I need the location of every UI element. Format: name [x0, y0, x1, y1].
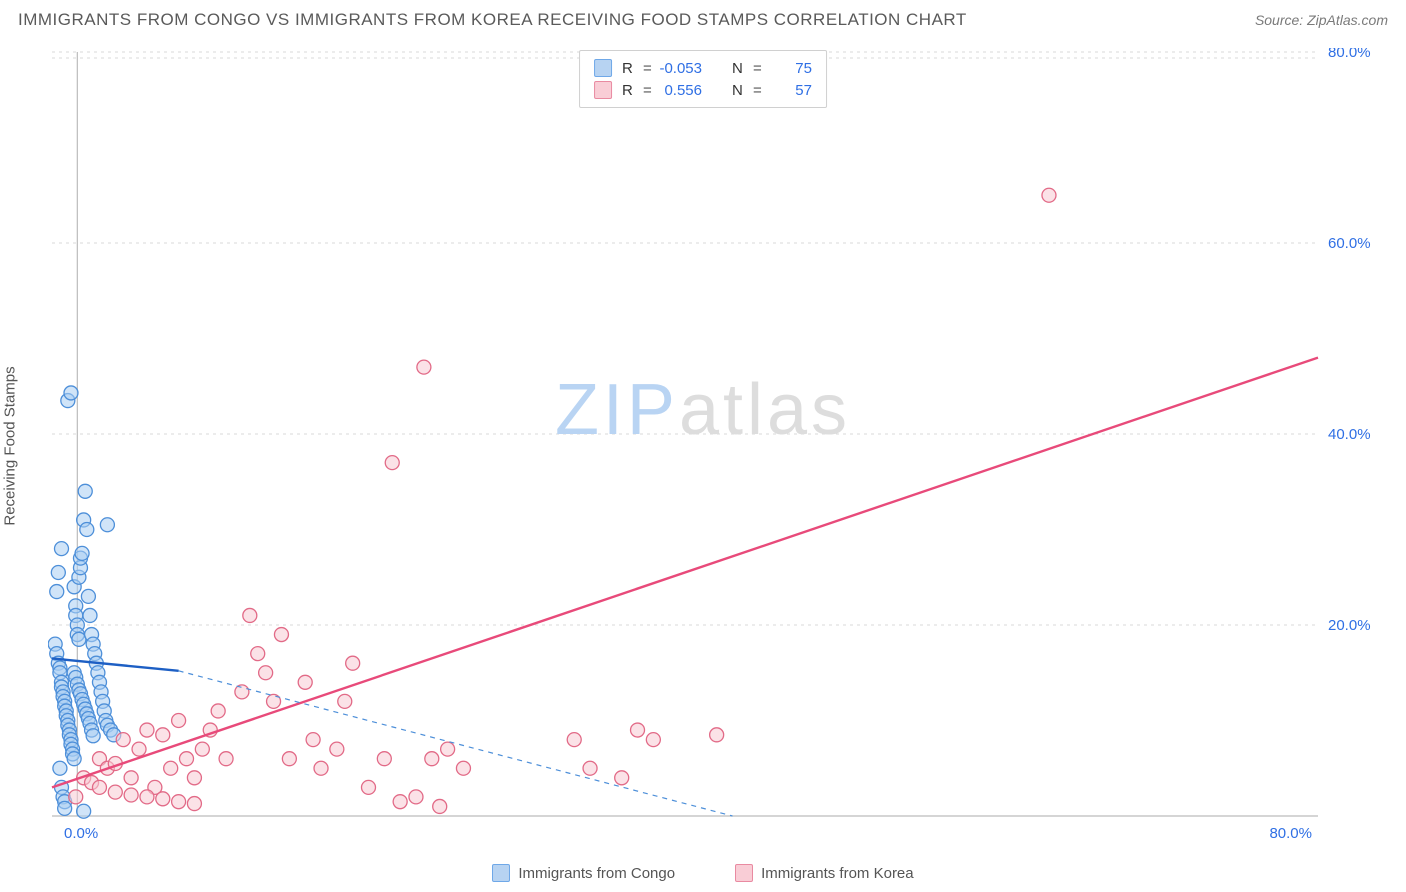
legend-label-b: Immigrants from Korea	[761, 865, 914, 882]
legend-label-a: Immigrants from Congo	[518, 865, 675, 882]
svg-text:80.0%: 80.0%	[1269, 825, 1312, 842]
stats-r-b-value: 0.556	[656, 82, 702, 99]
stats-n-a-value: 75	[766, 60, 812, 77]
legend-swatch-b	[735, 864, 753, 882]
chart-area: 0.0% 80.0% 20.0% 40.0% 60.0% 80.0%	[48, 48, 1388, 844]
legend-item-b: Immigrants from Korea	[735, 864, 914, 882]
legend-item-a: Immigrants from Congo	[492, 864, 675, 882]
legend-swatch-a	[492, 864, 510, 882]
svg-text:40.0%: 40.0%	[1328, 426, 1371, 443]
stats-row-a: R = -0.053 N = 75	[594, 57, 812, 79]
scatter-chart: 0.0% 80.0% 20.0% 40.0% 60.0% 80.0%	[48, 48, 1388, 844]
bottom-legend: Immigrants from Congo Immigrants from Ko…	[0, 864, 1406, 882]
svg-text:0.0%: 0.0%	[64, 825, 98, 842]
svg-text:20.0%: 20.0%	[1328, 617, 1371, 634]
stats-n-b-value: 57	[766, 82, 812, 99]
stats-n-label: N = 57	[732, 82, 812, 99]
stats-r-label: R = -0.053	[622, 60, 702, 77]
stats-r-a-value: -0.053	[656, 60, 702, 77]
svg-text:80.0%: 80.0%	[1328, 48, 1371, 61]
y-axis-label: Receiving Food Stamps	[2, 366, 19, 525]
stats-r-label: R = 0.556	[622, 82, 702, 99]
chart-title: IMMIGRANTS FROM CONGO VS IMMIGRANTS FROM…	[18, 10, 967, 30]
stats-legend-box: R = -0.053 N = 75 R = 0.556 N = 57	[579, 50, 827, 108]
stats-row-b: R = 0.556 N = 57	[594, 79, 812, 101]
stats-swatch-b	[594, 81, 612, 99]
stats-n-label: N = 75	[732, 60, 812, 77]
svg-text:60.0%: 60.0%	[1328, 235, 1371, 252]
stats-swatch-a	[594, 59, 612, 77]
source-label: Source: ZipAtlas.com	[1255, 12, 1388, 28]
